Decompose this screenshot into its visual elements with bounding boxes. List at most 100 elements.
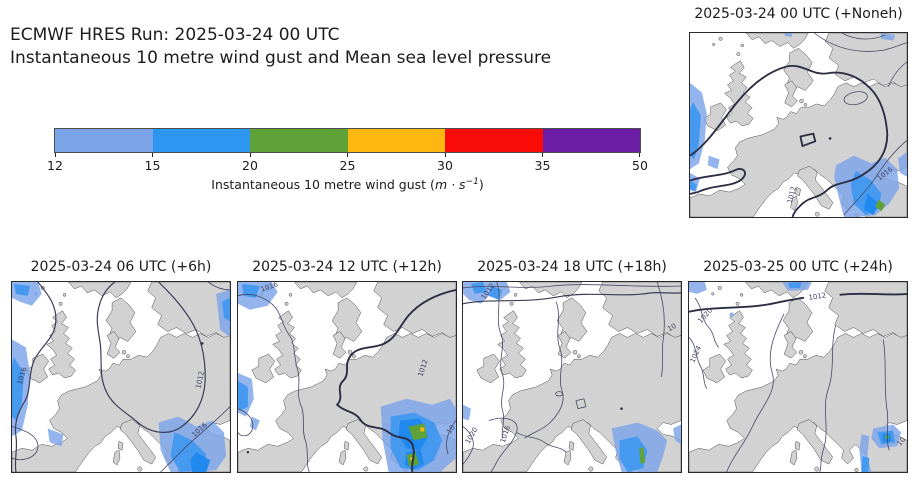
- tick-mark: [347, 153, 348, 157]
- contour-line: [726, 313, 785, 472]
- contour-line: [656, 282, 665, 378]
- map-svg-plus24h: 1020 1024 1012 10: [689, 282, 907, 472]
- contour-line: [496, 282, 505, 439]
- contour-line: [887, 61, 907, 87]
- contour-loop: [555, 391, 563, 397]
- contour-line: [463, 292, 681, 305]
- contour-line: [463, 284, 681, 289]
- contour-line: [814, 33, 907, 52]
- figure-title-line1: ECMWF HRES Run: 2025-03-24 00 UTC: [10, 25, 340, 45]
- contour-line: [446, 420, 456, 455]
- map-panel-analysis: 1012 1016: [689, 32, 908, 218]
- gust-patch: [707, 155, 720, 170]
- panel-title-plus18h: 2025-03-24 18 UTC (+18h): [477, 259, 667, 275]
- contour-line: [238, 408, 254, 437]
- contour-line: [14, 282, 57, 472]
- contour-line: [819, 325, 837, 472]
- contour-dot: [200, 342, 204, 345]
- gust-patch: [190, 452, 211, 472]
- contour-line: [690, 64, 889, 217]
- map-svg-analysis: 1012 1016: [690, 33, 907, 217]
- contour-label: 1012: [194, 370, 205, 389]
- tick-mark: [152, 153, 153, 157]
- tick-label: 20: [242, 158, 258, 173]
- contour-label: 10: [666, 322, 678, 333]
- gust-patch: [690, 102, 701, 160]
- map-panel-plus6h: 1016 1012 1016: [11, 281, 231, 473]
- contour-loop: [799, 132, 817, 147]
- colorbar-segment-30-35: [445, 129, 543, 152]
- contour-line: [841, 33, 886, 40]
- gust-patch: [784, 33, 793, 37]
- gust-patch: [420, 427, 425, 432]
- contour-line: [207, 282, 230, 291]
- map-panel-plus18h: 1012 10 1020 1016: [462, 281, 682, 473]
- gust-patch: [470, 282, 487, 294]
- colorbar: 12 15 20 25 30 35 50 Instantaneous 10 me…: [47, 128, 648, 199]
- gust-patch: [463, 404, 471, 421]
- map-svg-plus18h: 1012 10 1020 1016: [463, 282, 681, 472]
- gust-patch: [861, 456, 870, 472]
- contour-line: [238, 293, 310, 472]
- panel-title-analysis: 2025-03-24 00 UTC (+Noneh): [694, 6, 903, 22]
- map-svg-plus12h: 1016 1012 10: [238, 282, 456, 472]
- contour-line: [694, 297, 720, 348]
- contour-label: 1016: [260, 282, 279, 294]
- contour-label: 1012: [808, 291, 827, 301]
- gust-shading: [463, 282, 681, 472]
- colorbar-segment-20-25: [250, 129, 348, 152]
- tick-label: 30: [437, 158, 453, 173]
- gust-patch: [222, 297, 230, 322]
- contour-dot: [246, 451, 250, 454]
- basemap-use: [689, 282, 907, 472]
- colorbar-unit-exponent: −1: [465, 177, 479, 187]
- tick-label: 50: [632, 158, 648, 173]
- contour-loop: [575, 398, 587, 410]
- tick-mark: [542, 153, 543, 157]
- colorbar-segment-15-20: [152, 129, 250, 152]
- gust-shading: [690, 33, 907, 217]
- panel-title-plus24h: 2025-03-25 00 UTC (+24h): [703, 259, 893, 275]
- colorbar-label-text: Instantaneous 10 metre wind gust (: [211, 177, 435, 193]
- figure-title-line2: Instantaneous 10 metre wind gust and Mea…: [10, 48, 552, 68]
- contour-line: [336, 288, 456, 472]
- gust-patch: [47, 428, 64, 447]
- contour-line: [160, 406, 230, 472]
- figure-title: ECMWF HRES Run: 2025-03-24 00 UTC Instan…: [10, 24, 551, 70]
- colorbar-segment-35-50: [542, 129, 640, 152]
- colorbar-label-close: ): [478, 177, 484, 193]
- tick-mark: [250, 153, 251, 157]
- gust-patch: [673, 424, 681, 445]
- gust-patch: [410, 457, 414, 461]
- gust-patch: [249, 416, 260, 431]
- contour-line: [516, 432, 567, 453]
- contour-line: [689, 296, 805, 313]
- contour-dot: [828, 137, 832, 140]
- tick-mark: [445, 153, 446, 157]
- contour-loop: [843, 91, 868, 106]
- tick-label: 25: [339, 158, 356, 173]
- gust-patch: [885, 435, 889, 439]
- contour-line: [843, 140, 907, 216]
- gust-patch: [13, 283, 30, 296]
- gust-patch: [788, 282, 802, 288]
- gust-patch: [12, 357, 24, 421]
- map-svg-plus6h: 1016 1012 1016: [12, 282, 230, 472]
- contour-line: [524, 301, 564, 439]
- contour-line: [463, 426, 474, 465]
- colorbar-segment-12-15: [55, 129, 153, 152]
- gust-patch: [639, 447, 646, 465]
- contour-line: [882, 339, 890, 451]
- gust-patch: [689, 282, 707, 294]
- gust-patch: [898, 151, 907, 177]
- colorbar-label: Instantaneous 10 metre wind gust (m · s−…: [55, 177, 640, 192]
- colorbar-segments: [54, 128, 641, 153]
- gust-patch: [729, 312, 734, 317]
- contour-line: [12, 426, 39, 461]
- contour-dot: [620, 407, 623, 410]
- contour-line: [839, 292, 907, 296]
- contour-label: 10: [445, 424, 456, 436]
- tick-mark: [639, 153, 640, 157]
- tick-label: 15: [144, 158, 161, 173]
